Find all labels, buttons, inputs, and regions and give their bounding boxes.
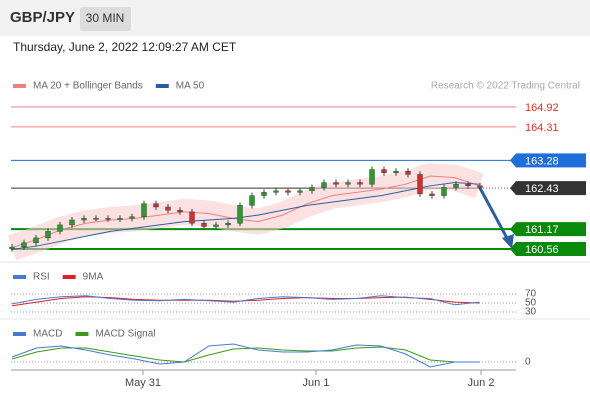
candle — [333, 182, 339, 185]
candle — [201, 223, 207, 227]
candle — [57, 224, 63, 232]
legend-swatch — [155, 84, 169, 88]
legend-label: MACD — [33, 329, 62, 340]
candle — [381, 169, 387, 173]
candle — [69, 219, 75, 226]
candle — [153, 203, 159, 208]
candle — [105, 218, 111, 220]
timestamp: Thursday, June 2, 2022 12:09:27 AM CET — [13, 40, 237, 54]
level-label: 162.43 — [525, 183, 559, 195]
timeframe-pill[interactable] — [80, 7, 131, 31]
candle — [93, 218, 99, 220]
level-box — [516, 181, 586, 196]
candle — [249, 195, 255, 206]
candle — [213, 224, 219, 227]
candle — [129, 216, 135, 219]
candle — [189, 211, 195, 224]
timeframe[interactable]: 30 MIN — [86, 11, 125, 25]
legend-swatch — [75, 332, 89, 336]
candle — [33, 237, 39, 244]
candle — [441, 187, 447, 196]
x-tick-label: Jun 2 — [468, 377, 495, 389]
ma50-line — [11, 182, 480, 250]
candle — [81, 218, 87, 221]
candle — [345, 182, 351, 185]
legend-label: MACD Signal — [95, 329, 155, 340]
level-label: 163.28 — [525, 155, 559, 167]
rsi-tick-label: 30 — [525, 307, 537, 318]
macd-line — [11, 343, 480, 368]
x-tick-label: Jun 1 — [303, 377, 330, 389]
x-tick-label: May 31 — [125, 377, 161, 389]
candle — [261, 192, 267, 196]
candle — [465, 183, 471, 187]
candle — [9, 246, 15, 249]
legend-swatch — [13, 332, 26, 336]
rsi-line — [11, 295, 480, 306]
rsi-tick-label: 50 — [525, 298, 537, 309]
level-label: 161.17 — [525, 224, 559, 236]
candle — [393, 170, 399, 173]
legend-swatch — [62, 275, 76, 279]
credit: Research © 2022 Trading Central — [431, 81, 580, 92]
rsi-tick-label: 70 — [525, 289, 537, 300]
candle — [405, 170, 411, 175]
legend-label: MA 20 + Bollinger Bands — [33, 81, 143, 92]
candle — [237, 205, 243, 224]
candle — [297, 190, 303, 193]
candle — [177, 210, 183, 213]
ma20-line — [11, 175, 480, 249]
level-label: 164.31 — [525, 122, 559, 134]
macd-signal-line — [11, 346, 480, 363]
candle — [321, 182, 327, 188]
legend-label: 9MA — [83, 272, 104, 283]
candle — [285, 190, 291, 193]
level-label: 164.92 — [525, 102, 559, 114]
candle — [165, 206, 171, 211]
candle — [369, 169, 375, 185]
macd-tick-label: 0 — [525, 357, 531, 368]
pair: GBP/JPY — [10, 9, 75, 26]
arrow-head — [502, 234, 514, 249]
candle — [357, 182, 363, 185]
level-tip — [510, 181, 516, 196]
level-label: 160.56 — [525, 244, 559, 256]
level-tip — [510, 222, 516, 237]
legend-label: MA 50 — [176, 81, 205, 92]
candle — [453, 183, 459, 188]
level-box — [516, 153, 586, 168]
candle — [477, 185, 483, 188]
candle — [21, 242, 27, 248]
legend-swatch — [13, 275, 26, 279]
forecast-arrow — [478, 187, 510, 241]
candle — [429, 193, 435, 196]
legend-label: RSI — [33, 272, 50, 283]
level-box — [516, 222, 586, 237]
candle — [273, 190, 279, 193]
candle — [225, 223, 231, 226]
candle — [309, 187, 315, 191]
level-tip — [510, 242, 516, 256]
candle — [141, 203, 147, 217]
candle — [45, 231, 51, 239]
level-tip — [510, 153, 516, 168]
level-box — [516, 242, 586, 256]
candle — [417, 174, 423, 195]
legend-swatch — [13, 84, 26, 88]
candle — [117, 218, 123, 220]
